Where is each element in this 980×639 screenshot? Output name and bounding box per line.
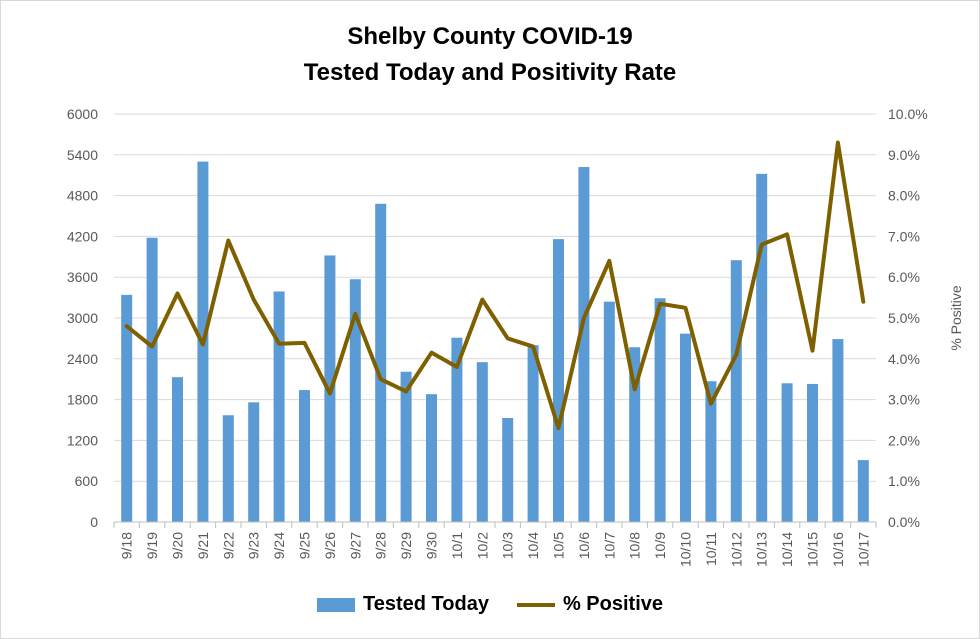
bar <box>730 260 742 522</box>
bar <box>527 345 539 522</box>
legend-item-tested-today: Tested Today <box>317 593 489 616</box>
x-tick-label: 10/3 <box>500 532 516 559</box>
bar <box>222 415 234 522</box>
y-left-tick-label: 2400 <box>67 351 98 367</box>
x-tick-label: 10/7 <box>601 532 617 559</box>
y-left-tick-label: 4200 <box>67 228 98 244</box>
x-tick-label: 9/18 <box>119 532 135 559</box>
x-tick-label: 10/8 <box>627 532 643 559</box>
y-right-tick-label: 6.0% <box>888 269 920 285</box>
bar <box>654 298 666 522</box>
bar <box>121 294 133 522</box>
chart-legend: Tested Today % Positive <box>1 593 979 616</box>
bar <box>426 394 437 522</box>
bar <box>603 301 615 522</box>
y-right-tick-label: 5.0% <box>888 310 920 326</box>
x-tick-label: 9/23 <box>246 532 262 559</box>
bar <box>502 417 514 522</box>
bar <box>248 402 260 522</box>
bar <box>146 237 158 522</box>
y-left-tick-label: 0 <box>90 514 98 530</box>
x-tick-label: 10/10 <box>678 532 694 567</box>
x-tick-label: 9/26 <box>322 532 338 559</box>
x-tick-label: 9/19 <box>144 532 160 559</box>
legend-swatch-bar <box>317 597 355 612</box>
x-tick-label: 10/15 <box>805 532 821 567</box>
x-tick-label: 10/5 <box>551 532 567 559</box>
x-tick-label: 9/25 <box>297 532 313 559</box>
x-tick-label: 9/21 <box>195 532 211 559</box>
bar <box>451 337 463 522</box>
x-tick-label: 10/9 <box>652 532 668 559</box>
y-right-tick-label: 2.0% <box>888 432 920 448</box>
y-left-tick-label: 600 <box>75 473 99 489</box>
x-tick-label: 10/6 <box>576 532 592 559</box>
bar <box>375 203 387 522</box>
y-right-tick-label: 9.0% <box>888 147 920 163</box>
y-left-tick-label: 3600 <box>67 269 98 285</box>
bar <box>299 390 310 522</box>
y-right-tick-label: 0.0% <box>888 514 920 530</box>
legend-item-percent-positive: % Positive <box>516 593 663 616</box>
x-tick-label: 10/13 <box>754 532 770 567</box>
x-tick-label: 9/29 <box>398 532 414 559</box>
x-tick-label: 10/12 <box>728 532 744 567</box>
chart-title-line2: Tested Today and Positivity Rate <box>303 59 677 86</box>
bar <box>756 173 768 522</box>
x-tick-label: 9/30 <box>424 532 440 559</box>
x-tick-label: 10/11 <box>703 532 719 566</box>
y-right-tick-label: 1.0% <box>888 473 920 489</box>
y-right-tick-label: 8.0% <box>888 188 920 204</box>
bar <box>553 239 564 522</box>
bar <box>781 383 793 522</box>
line-series-percent-positive <box>124 140 866 431</box>
bar <box>629 347 641 522</box>
y-left-tick-label: 5400 <box>67 147 98 163</box>
x-tick-label: 10/16 <box>830 532 846 567</box>
bar <box>705 381 717 522</box>
x-tick-label: 9/22 <box>220 532 236 559</box>
y-left-tick-label: 1200 <box>67 432 98 448</box>
legend-swatch-line <box>516 602 555 607</box>
x-tick-label: 10/4 <box>525 532 541 559</box>
y-left-tick-label: 4800 <box>67 188 98 204</box>
y-left-tick-label: 3000 <box>67 310 98 326</box>
y-left-tick-label: 1800 <box>67 392 98 408</box>
bar <box>349 279 361 522</box>
x-tick-label: 10/17 <box>855 532 871 567</box>
bar <box>857 460 869 522</box>
x-tick-label: 10/2 <box>474 532 490 559</box>
x-tick-label: 9/27 <box>347 532 363 559</box>
x-tick-label: 9/28 <box>373 532 389 559</box>
bar <box>273 291 285 522</box>
bar <box>832 339 844 522</box>
x-tick-label: 10/1 <box>449 532 465 559</box>
legend-label-tested-today: Tested Today <box>363 593 489 615</box>
x-tick-label: 9/20 <box>170 532 186 559</box>
y-right-tick-label: 3.0% <box>888 392 920 408</box>
bar <box>476 362 488 522</box>
y-right-tick-label: 7.0% <box>888 228 920 244</box>
bar <box>400 371 412 522</box>
bar <box>578 167 590 523</box>
x-tick-label: 10/14 <box>779 532 795 567</box>
bar <box>680 333 691 522</box>
chart-title-line1: Shelby County COVID-19 <box>347 23 633 50</box>
y-right-axis-title: % Positive <box>948 285 964 351</box>
y-right-tick-label: 4.0% <box>888 351 920 367</box>
bar <box>172 377 183 522</box>
y-left-tick-label: 6000 <box>67 106 98 122</box>
x-tick-label: 9/24 <box>271 532 287 559</box>
y-right-tick-label: 10.0% <box>888 106 928 122</box>
bar <box>807 383 818 522</box>
legend-label-percent-positive: % Positive <box>562 593 663 615</box>
chart-plot: 0 600 1200 1800 2400 3000 3600 4200 4800 5400 6000… <box>67 106 964 567</box>
